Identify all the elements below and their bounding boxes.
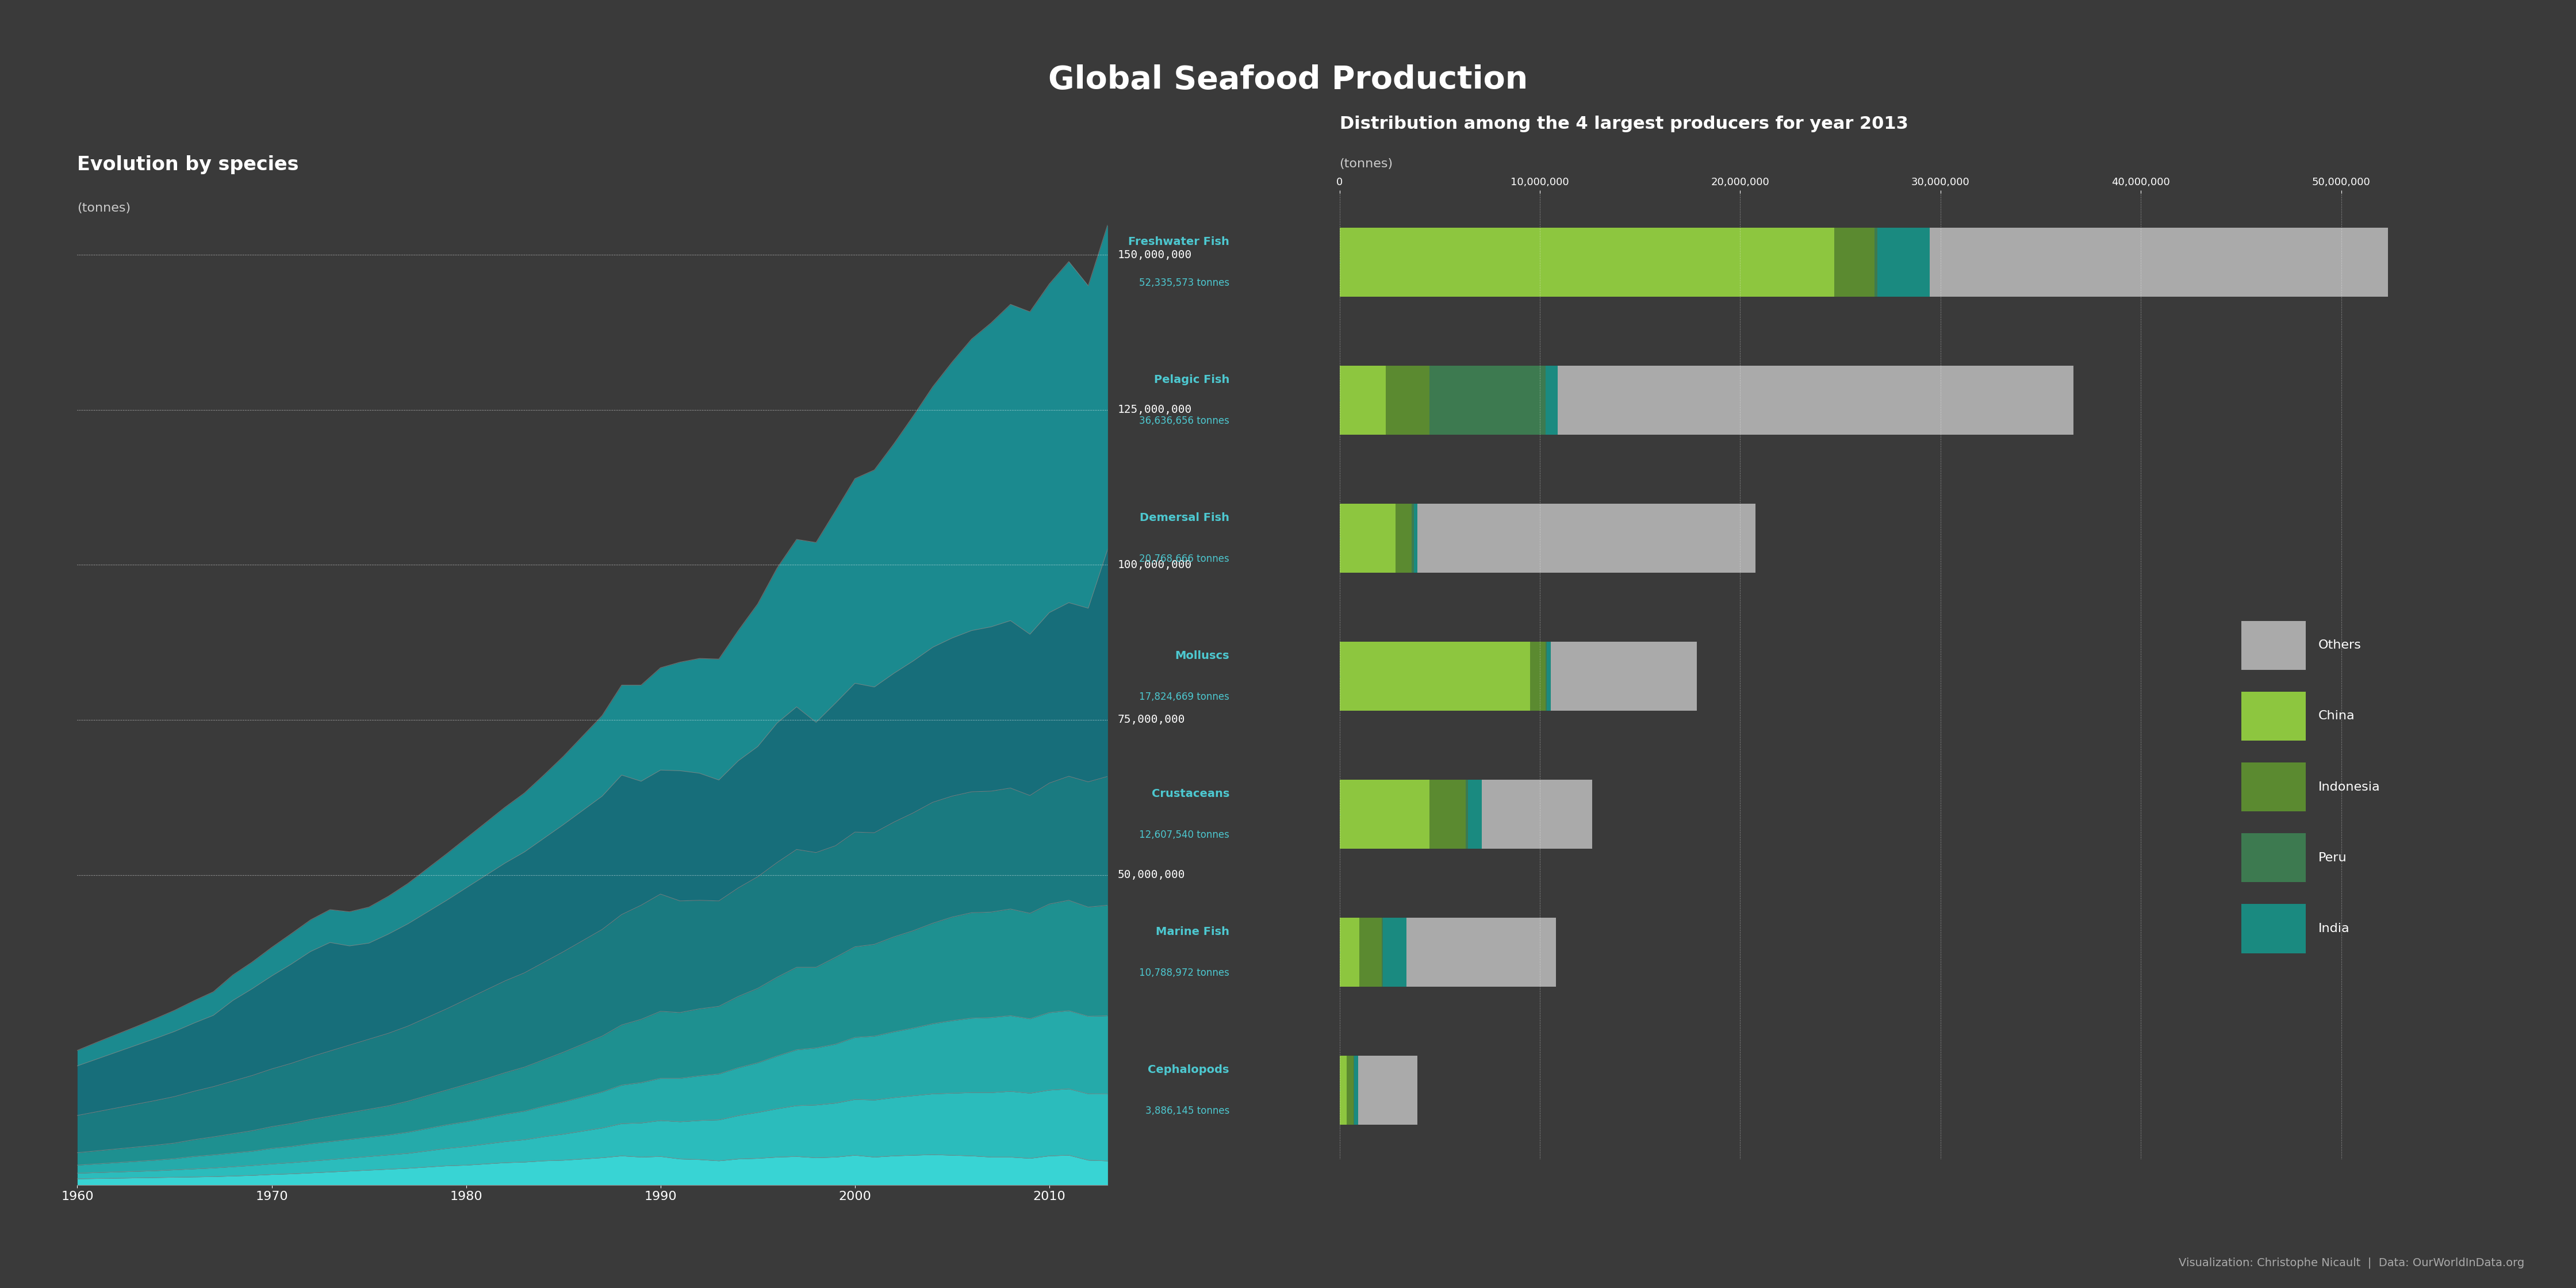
- Bar: [1360, 917, 1381, 987]
- Text: Molluscs: Molluscs: [1175, 650, 1229, 661]
- Bar: [1878, 228, 1929, 296]
- Bar: [1417, 504, 1757, 573]
- Text: 17,824,669 tonnes: 17,824,669 tonnes: [1139, 692, 1229, 702]
- Bar: [1430, 779, 1466, 849]
- Bar: [1340, 504, 1396, 573]
- Bar: [1875, 228, 1878, 296]
- Bar: [1929, 228, 2388, 296]
- Bar: [1414, 504, 1417, 573]
- Bar: [1386, 366, 1430, 435]
- Bar: [1430, 366, 1546, 435]
- Text: Peru: Peru: [2318, 853, 2347, 863]
- Bar: [1396, 504, 1412, 573]
- Text: India: India: [2318, 923, 2349, 934]
- Bar: [1340, 366, 1386, 435]
- Text: 10,788,972 tonnes: 10,788,972 tonnes: [1139, 967, 1229, 978]
- Bar: [1340, 228, 1834, 296]
- Text: Crustaceans: Crustaceans: [1151, 788, 1229, 799]
- Bar: [1340, 779, 1430, 849]
- Bar: [1383, 917, 1406, 987]
- Text: 20,768,666 tonnes: 20,768,666 tonnes: [1139, 554, 1229, 564]
- Text: Global Seafood Production: Global Seafood Production: [1048, 64, 1528, 95]
- Text: 36,636,656 tonnes: 36,636,656 tonnes: [1139, 416, 1229, 426]
- Text: 100,000,000: 100,000,000: [1118, 559, 1193, 571]
- Text: 125,000,000: 125,000,000: [1118, 404, 1193, 415]
- Bar: [1530, 641, 1546, 711]
- Text: Marine Fish: Marine Fish: [1157, 926, 1229, 936]
- Bar: [1355, 1056, 1358, 1124]
- Bar: [1546, 366, 1558, 435]
- Bar: [1558, 366, 2074, 435]
- Text: 12,607,540 tonnes: 12,607,540 tonnes: [1139, 829, 1229, 840]
- Bar: [1406, 917, 1556, 987]
- Text: Indonesia: Indonesia: [2318, 782, 2380, 792]
- Bar: [1340, 1056, 1347, 1124]
- Bar: [1358, 1056, 1417, 1124]
- Text: (tonnes): (tonnes): [77, 202, 131, 214]
- Bar: [1546, 641, 1551, 711]
- Text: (tonnes): (tonnes): [1340, 158, 1394, 170]
- Text: Others: Others: [2318, 640, 2362, 650]
- Bar: [1347, 1056, 1352, 1124]
- Text: Evolution by species: Evolution by species: [77, 155, 299, 174]
- Text: 50,000,000: 50,000,000: [1118, 869, 1185, 881]
- Bar: [1481, 779, 1592, 849]
- Text: Cephalopods: Cephalopods: [1149, 1064, 1229, 1075]
- Text: Freshwater Fish: Freshwater Fish: [1128, 236, 1229, 247]
- Text: Visualization: Christophe Nicault  |  Data: OurWorldInData.org: Visualization: Christophe Nicault | Data…: [2179, 1257, 2524, 1269]
- Text: Pelagic Fish: Pelagic Fish: [1154, 374, 1229, 385]
- Bar: [1340, 917, 1360, 987]
- Text: 75,000,000: 75,000,000: [1118, 715, 1185, 725]
- Bar: [1340, 641, 1530, 711]
- Text: 3,886,145 tonnes: 3,886,145 tonnes: [1146, 1105, 1229, 1117]
- Text: 52,335,573 tonnes: 52,335,573 tonnes: [1139, 278, 1229, 289]
- Text: China: China: [2318, 711, 2354, 721]
- Text: 150,000,000: 150,000,000: [1118, 250, 1193, 260]
- Bar: [1468, 779, 1481, 849]
- Bar: [1834, 228, 1875, 296]
- Text: Distribution among the 4 largest producers for year 2013: Distribution among the 4 largest produce…: [1340, 116, 1909, 133]
- Bar: [1551, 641, 1698, 711]
- Text: Demersal Fish: Demersal Fish: [1139, 513, 1229, 523]
